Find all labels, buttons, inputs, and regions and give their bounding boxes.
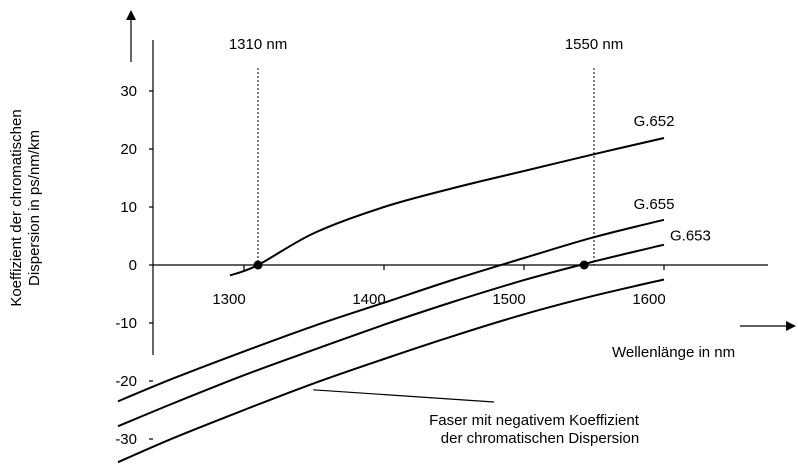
y-tick-label: 0	[129, 257, 137, 274]
y-tick-label: -30	[115, 431, 137, 448]
x-tick-label: 1600	[632, 291, 665, 308]
y-axis-label-line: Dispersion in ps/nm/km	[26, 130, 43, 286]
x-tick-label: 1400	[352, 291, 385, 308]
x-axis-label: Wellenlänge in nm	[612, 344, 735, 361]
series-label: G.652	[634, 113, 675, 130]
zero-crossing-marker	[253, 260, 263, 270]
reference-line-label: 1310 nm	[229, 36, 287, 53]
reference-line-label: 1550 nm	[565, 36, 623, 53]
series-line	[117, 218, 665, 403]
zero-crossing-marker	[579, 260, 589, 270]
y-tick-label: -10	[115, 315, 137, 332]
series-label: G.655	[634, 196, 675, 213]
series-line	[117, 243, 665, 428]
series-line	[117, 278, 665, 464]
y-axis-label-line: Koeffizient der chromatischen	[8, 109, 25, 306]
y-tick-label: 20	[120, 141, 137, 158]
y-tick-label: 10	[120, 199, 137, 216]
y-axis-label: Koeffizient der chromatischenDispersion …	[8, 109, 43, 306]
y-tick-label: 30	[120, 83, 137, 100]
annotation-text-line: der chromatischen Dispersion	[441, 430, 639, 447]
annotation-text-line: Faser mit negativem Koeffizient	[429, 412, 640, 429]
annotation-text: Faser mit negativem Koeffizient der chrom…	[429, 412, 640, 447]
x-tick-label: 1300	[212, 291, 245, 308]
y-tick-label: -20	[115, 373, 137, 390]
x-tick-label: 1500	[492, 291, 525, 308]
annotation-leader-line	[313, 389, 495, 403]
series-label: G.653	[670, 228, 711, 245]
series-line	[229, 137, 665, 277]
